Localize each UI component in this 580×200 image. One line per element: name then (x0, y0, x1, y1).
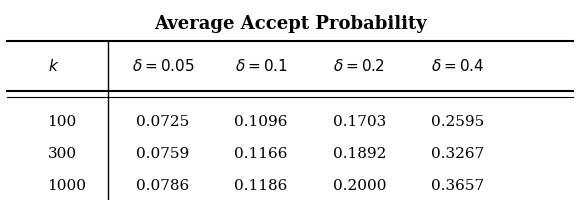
Text: 0.3657: 0.3657 (431, 179, 484, 193)
Text: 0.0725: 0.0725 (136, 115, 190, 129)
Text: 1000: 1000 (48, 179, 86, 193)
Text: 0.2000: 0.2000 (332, 179, 386, 193)
Text: $\delta = 0.05$: $\delta = 0.05$ (132, 58, 194, 74)
Text: 0.2595: 0.2595 (431, 115, 484, 129)
Text: 100: 100 (48, 115, 77, 129)
Text: $\delta = 0.2$: $\delta = 0.2$ (334, 58, 385, 74)
Text: 0.0786: 0.0786 (136, 179, 190, 193)
Text: 300: 300 (48, 147, 77, 161)
Text: 0.1096: 0.1096 (234, 115, 288, 129)
Text: 0.1186: 0.1186 (234, 179, 288, 193)
Text: Average Accept Probability: Average Accept Probability (154, 15, 426, 33)
Text: $\delta = 0.1$: $\delta = 0.1$ (235, 58, 288, 74)
Text: $k$: $k$ (48, 58, 59, 74)
Text: 0.1892: 0.1892 (332, 147, 386, 161)
Text: 0.3267: 0.3267 (431, 147, 484, 161)
Text: 0.0759: 0.0759 (136, 147, 190, 161)
Text: 0.1703: 0.1703 (333, 115, 386, 129)
Text: $\delta = 0.4$: $\delta = 0.4$ (431, 58, 484, 74)
Text: 0.1166: 0.1166 (234, 147, 288, 161)
